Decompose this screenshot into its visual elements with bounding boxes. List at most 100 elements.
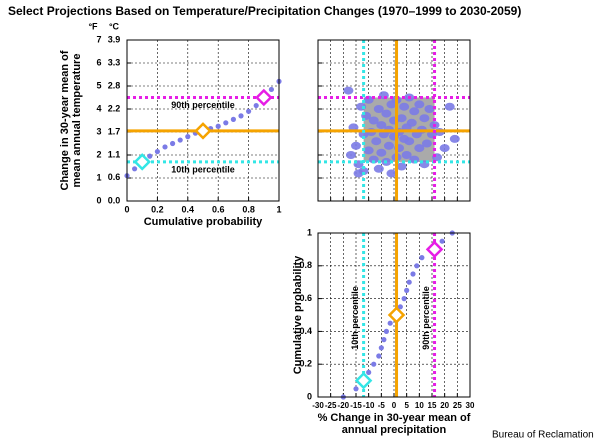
cdf-point — [185, 134, 191, 140]
scatter-point — [386, 169, 397, 178]
y2-tick-label: 2.8 — [108, 80, 121, 90]
x-tick-label: 0.8 — [242, 204, 255, 214]
cdf-point — [253, 102, 259, 109]
x-tick-label: 0.4 — [182, 204, 195, 214]
scatter-point — [376, 148, 387, 157]
plot-frame — [317, 39, 471, 202]
cdf-point — [238, 113, 244, 119]
percentile-marker — [425, 240, 444, 259]
cdf-point — [162, 144, 168, 150]
cdf-point — [132, 166, 138, 172]
scatter-point — [351, 141, 361, 150]
cdf-point — [147, 153, 153, 159]
percentile-marker — [133, 153, 151, 171]
scatter-point — [449, 134, 460, 143]
x-tick-label: 25 — [453, 401, 462, 410]
x-tick-label: -20 — [338, 401, 350, 410]
y-tick-label: 0.8 — [299, 260, 312, 270]
cdf-point — [230, 116, 236, 122]
scatter-point — [368, 116, 379, 125]
scatter-point — [404, 137, 415, 146]
y-tick-label: 4 — [96, 103, 101, 113]
x-tick-label: 30 — [466, 401, 475, 410]
cdf-point — [376, 353, 382, 359]
scatter-point — [409, 107, 420, 116]
scatter-point — [383, 141, 394, 150]
cdf-point — [401, 296, 407, 302]
cdf-point — [378, 345, 384, 351]
x-tick-label: -25 — [325, 401, 337, 410]
scatter-point — [345, 151, 356, 159]
y-tick-label: 3 — [96, 126, 101, 136]
scatter-point — [396, 114, 407, 123]
cdf-point — [170, 140, 176, 147]
percentile-label: 90th percentile — [171, 100, 235, 110]
x-tick-label: 10 — [415, 401, 424, 410]
scatter-point — [399, 102, 410, 111]
y2-tick-label: 0.6 — [108, 172, 121, 182]
x-tick-label: 0.6 — [212, 204, 225, 214]
scatter-point — [363, 146, 374, 155]
cdf-point — [223, 120, 229, 126]
plot-area — [127, 40, 279, 201]
percentile-label: 10th percentile — [350, 286, 360, 350]
y-tick-label: 0 — [307, 391, 312, 401]
cdf-point — [215, 123, 221, 129]
x-tick-label: 20 — [440, 401, 449, 410]
x-tick-label: -15 — [350, 401, 362, 410]
y-tick-label: 1 — [307, 227, 312, 237]
y-tick-label: 0.2 — [299, 359, 312, 369]
x-axis-label: Cumulative probability — [144, 216, 263, 228]
cdf-point — [371, 361, 377, 367]
y-tick-label: 6 — [96, 57, 101, 67]
scatter-point — [353, 169, 364, 178]
scatter-point — [381, 109, 392, 118]
y-tick-label: 2 — [96, 149, 101, 159]
percentile-marker — [354, 371, 373, 390]
x-tick-label: -10 — [363, 401, 375, 410]
percentile-label: 10th percentile — [171, 164, 235, 174]
cdf-point — [404, 287, 410, 293]
cdf-point — [154, 148, 160, 155]
x-axis-label: % Change in 30-year mean of — [318, 412, 471, 424]
scatter-point — [368, 155, 379, 164]
cdf-point — [381, 337, 387, 343]
x-tick-label: 5 — [404, 401, 409, 410]
percentile-marker — [194, 122, 212, 140]
scatter-point — [371, 137, 382, 146]
scatter-point — [419, 114, 430, 123]
scatter-point — [376, 121, 387, 130]
x-tick-label: -5 — [378, 401, 386, 410]
percentile-label: 90th percentile — [421, 286, 431, 350]
cdf-point — [387, 320, 393, 326]
cdf-point — [414, 263, 420, 269]
y-tick-label: 0.4 — [299, 326, 312, 336]
x-tick-label: 0 — [124, 204, 129, 214]
percentile-marker — [387, 306, 406, 324]
scatter-point — [424, 105, 435, 113]
cdf-point — [366, 369, 372, 375]
y-tick-label: 7 — [96, 34, 101, 44]
y-tick-label: 1 — [96, 172, 101, 182]
y-tick-label: 0 — [96, 195, 101, 205]
y-tick-label: 5 — [96, 80, 101, 90]
scatter-point — [373, 105, 384, 113]
cdf-point — [406, 279, 412, 285]
scatter-point — [439, 144, 450, 153]
y2-tick-label: 1.1 — [108, 149, 121, 159]
credit: Bureau of Reclamation — [492, 430, 594, 440]
cdf-point — [268, 86, 274, 93]
scatter-point — [414, 100, 425, 109]
x-axis-label: annual precipitation — [342, 424, 447, 436]
y2-tick-label: 3.3 — [108, 58, 121, 68]
percentile-marker — [255, 88, 273, 107]
scatter-point — [396, 162, 407, 171]
cdf-point — [397, 304, 403, 310]
y2-tick-label: 3.9 — [108, 34, 121, 44]
scatter-point — [343, 86, 354, 95]
y-axis-label: mean annual temperature — [71, 54, 83, 188]
y2-tick-label: 2.2 — [108, 103, 121, 113]
x-tick-label: -30 — [312, 401, 324, 410]
x-tick-label: 0.2 — [151, 204, 164, 214]
